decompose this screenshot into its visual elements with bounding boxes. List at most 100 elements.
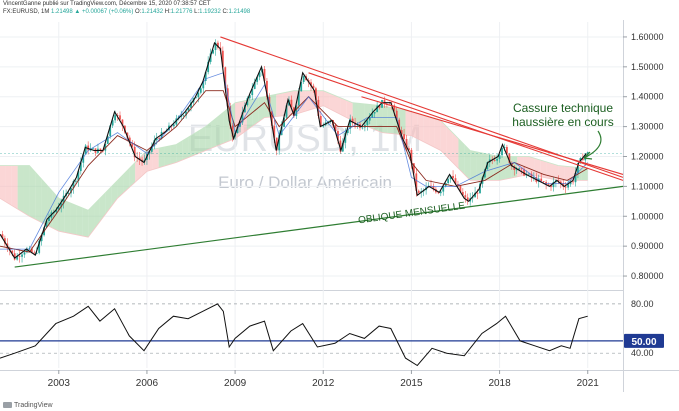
candle-body-207 xyxy=(508,153,511,163)
price-change: ▲ +0.00067 (+0.06%) xyxy=(74,9,134,15)
price-tick-label-5: 1.10000 xyxy=(631,181,664,191)
time-tick-label-3: 2012 xyxy=(312,378,335,389)
cloud-segment-15 xyxy=(88,204,95,238)
candle-body-190 xyxy=(466,197,469,202)
cloud-segment-36 xyxy=(211,117,218,149)
cloud-segment-30 xyxy=(176,140,183,163)
publish-info: VincentGanne publié sur TradingView.com,… xyxy=(3,1,211,7)
cloud-segment-44 xyxy=(258,96,265,122)
cloud-segment-16 xyxy=(94,198,100,230)
candle-body-165 xyxy=(405,139,408,149)
last-price: 1.21498 xyxy=(51,9,73,15)
candle-body-107 xyxy=(263,68,266,81)
candle-body-130 xyxy=(319,115,322,127)
cloud-segment-18 xyxy=(105,186,112,214)
cloud-segment-66 xyxy=(387,106,394,134)
time-tick-label-1: 2006 xyxy=(136,378,159,389)
candle-body-13 xyxy=(33,252,36,254)
candle-body-48 xyxy=(119,115,121,120)
candle-body-149 xyxy=(366,120,369,125)
candle-body-139 xyxy=(341,142,344,152)
candle-body-126 xyxy=(310,82,312,86)
candle-body-45 xyxy=(111,120,114,126)
candle-body-81 xyxy=(199,88,202,93)
candle-body-127 xyxy=(312,85,315,89)
cloud-segment-96 xyxy=(564,166,571,181)
cloud-segment-80 xyxy=(470,150,477,181)
candle-body-43 xyxy=(106,136,109,144)
candle-body-176 xyxy=(432,185,435,190)
candle-body-74 xyxy=(182,115,185,117)
candle-body-143 xyxy=(351,118,354,123)
cloud-segment-21 xyxy=(123,168,130,193)
cloud-segment-34 xyxy=(199,126,206,153)
tradingview-logo[interactable]: TradingView xyxy=(3,402,53,409)
cloud-segment-37 xyxy=(217,112,224,146)
cloud-segment-10 xyxy=(58,198,65,233)
candle-body-62 xyxy=(153,140,156,147)
candle-body-210 xyxy=(515,169,518,171)
price-tick-label-2: 1.40000 xyxy=(631,92,664,102)
candle-body-129 xyxy=(317,99,320,116)
candle-body-193 xyxy=(474,192,476,198)
cloud-segment-52 xyxy=(305,90,312,112)
cloud-segment-20 xyxy=(117,174,124,199)
candle-body-0 xyxy=(1,234,4,239)
candle-body-118 xyxy=(290,99,293,108)
cloud-segment-58 xyxy=(340,97,347,118)
candle-body-42 xyxy=(104,143,107,151)
candle-body-90 xyxy=(221,50,224,68)
candle-body-151 xyxy=(371,113,374,118)
candle-body-138 xyxy=(339,140,342,152)
cloud-segment-31 xyxy=(182,137,189,161)
candle-body-231 xyxy=(567,184,570,188)
candle-body-91 xyxy=(224,67,227,89)
candle-body-23 xyxy=(57,207,60,210)
candle-body-221 xyxy=(542,181,545,183)
candle-body-112 xyxy=(275,137,278,151)
rsi-line xyxy=(0,303,588,367)
breakout-arrow-head xyxy=(583,151,593,160)
cloud-segment-81 xyxy=(476,151,482,181)
cloud-segment-13 xyxy=(76,205,83,236)
candle-body-54 xyxy=(133,146,136,158)
candle-body-29 xyxy=(72,181,75,189)
cloud-segment-4 xyxy=(23,165,30,217)
cloud-segment-33 xyxy=(193,130,200,156)
cloud-segment-32 xyxy=(188,133,194,158)
cloud-segment-17 xyxy=(99,192,106,222)
candle-body-188 xyxy=(461,192,464,196)
cloud-segment-5 xyxy=(29,165,36,220)
ohlc-legend: FX:EURUSD, 1M 1.21498 ▲ +0.00067 (+0.06%… xyxy=(3,9,250,15)
candle-body-83 xyxy=(204,72,207,81)
candle-body-19 xyxy=(48,217,50,222)
candle-body-37 xyxy=(92,148,94,150)
candle-body-30 xyxy=(75,180,77,182)
candle-body-109 xyxy=(268,96,271,112)
cloud-segment-57 xyxy=(335,95,341,115)
candle-body-167 xyxy=(410,149,413,164)
cloud-segment-35 xyxy=(205,121,212,151)
candle-body-156 xyxy=(383,100,386,105)
candle-body-9 xyxy=(23,252,26,255)
cloud-segment-95 xyxy=(558,165,565,181)
candle-body-230 xyxy=(564,186,567,188)
rsi-value-badge xyxy=(624,333,664,348)
candle-body-77 xyxy=(190,102,192,108)
candle-body-61 xyxy=(150,146,153,152)
candle-body-102 xyxy=(251,88,254,96)
candle-body-14 xyxy=(35,252,38,254)
candle-body-96 xyxy=(236,126,239,134)
candle-body-15 xyxy=(38,241,41,253)
candle-body-131 xyxy=(322,125,325,127)
candle-body-123 xyxy=(302,76,305,82)
close-value: 1.21498 xyxy=(228,9,251,15)
cloud-segment-11 xyxy=(64,200,71,234)
candle-body-224 xyxy=(550,185,552,188)
oblique-trendline xyxy=(14,185,624,268)
candle-body-202 xyxy=(496,159,499,161)
indicator-lines xyxy=(0,41,623,259)
open-label: O: xyxy=(135,9,142,15)
candle-body-155 xyxy=(381,100,383,108)
cloud-segment-29 xyxy=(170,144,177,165)
